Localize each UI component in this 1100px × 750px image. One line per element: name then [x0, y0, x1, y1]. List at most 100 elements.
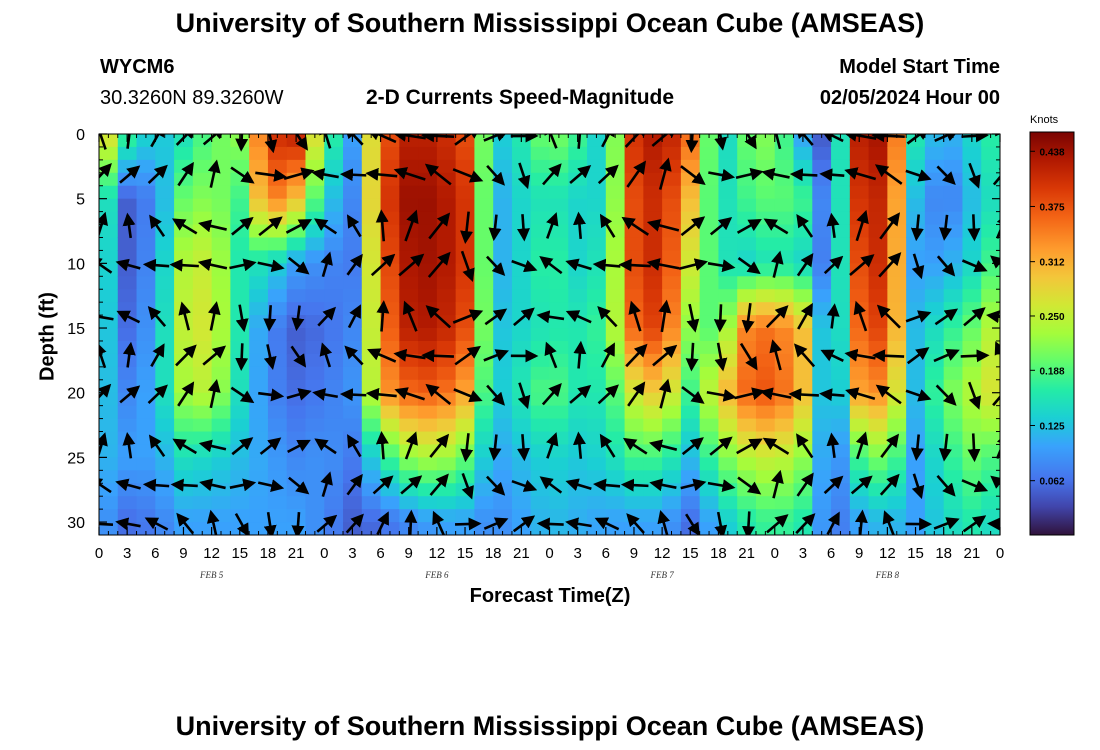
- heatmap-cell: [361, 315, 382, 329]
- x-axis-title: Forecast Time(Z): [469, 585, 631, 607]
- current-vector-arrow: [874, 164, 903, 185]
- heatmap-cell: [455, 405, 476, 420]
- heatmap-cell: [549, 146, 569, 161]
- heatmap-cell: [286, 457, 307, 471]
- heatmap-cell: [305, 237, 325, 252]
- current-vector-arrow: [658, 157, 672, 190]
- heatmap-cell: [831, 496, 851, 510]
- heatmap-cell: [136, 172, 156, 187]
- heatmap-cell: [849, 418, 870, 433]
- heatmap-cell: [755, 237, 776, 252]
- current-vector-arrow: [235, 343, 249, 372]
- current-vector-arrow: [845, 387, 876, 400]
- heatmap-cell: [981, 457, 1000, 471]
- current-vector-arrow: [967, 214, 981, 242]
- current-vector-arrow: [207, 159, 221, 188]
- heatmap-cell: [361, 470, 382, 484]
- heatmap-cell: [192, 289, 213, 303]
- heatmap-cell: [831, 457, 851, 471]
- heatmap-cell: [737, 405, 757, 420]
- heatmap-cell: [361, 431, 382, 446]
- current-vector-arrow: [707, 479, 736, 493]
- current-vector-arrow: [517, 434, 530, 462]
- heatmap-cell: [962, 340, 982, 355]
- heatmap-cell: [361, 405, 382, 420]
- heatmap-cell: [943, 328, 964, 342]
- heatmap-cell: [774, 185, 795, 200]
- heatmap-cell: [849, 146, 870, 161]
- heatmap-cell: [192, 418, 213, 433]
- heatmap-cell: [924, 470, 945, 484]
- heatmap-cell: [399, 431, 419, 446]
- heatmap-cell: [662, 172, 682, 187]
- heatmap-cell: [343, 263, 363, 277]
- heatmap-cell: [605, 431, 626, 446]
- heatmap-cell: [305, 276, 325, 290]
- heatmap-cell: [568, 405, 588, 420]
- heatmap-cell: [605, 496, 626, 510]
- heatmap-cell: [849, 405, 870, 420]
- y-tick-label: 5: [76, 192, 85, 209]
- heatmap-cell: [418, 340, 438, 355]
- heatmap-cell: [511, 366, 532, 381]
- heatmap-cell: [493, 405, 513, 420]
- heatmap-cell: [474, 159, 494, 174]
- current-vector-arrow: [427, 251, 451, 278]
- heatmap-cell: [643, 496, 663, 510]
- heatmap-cell: [774, 496, 795, 510]
- heatmap-cell: [924, 509, 945, 523]
- current-vector-arrow: [428, 212, 451, 240]
- heatmap-cell: [981, 405, 1000, 420]
- heatmap-cell: [493, 302, 513, 316]
- heatmap-cell: [906, 418, 926, 433]
- heatmap-cell: [605, 211, 626, 226]
- heatmap-cell: [249, 328, 269, 342]
- current-vector-arrow: [175, 344, 197, 367]
- current-vector-arrow: [122, 212, 136, 239]
- heatmap-cell: [643, 457, 663, 471]
- heatmap-cell: [174, 328, 194, 342]
- heatmap-cell: [605, 276, 626, 290]
- heatmap-cell: [774, 263, 795, 277]
- heatmap-cell: [530, 289, 551, 303]
- heatmap-cell: [549, 340, 569, 355]
- heatmap-cell: [211, 198, 231, 213]
- current-vector-arrow: [258, 216, 283, 237]
- heatmap-cell: [474, 496, 494, 510]
- heatmap-cell: [474, 405, 494, 420]
- heatmap-cell: [174, 276, 194, 290]
- speed-heatmap-chart: 0 5 10 15 20 25 30 0.438 0.375 0.312 0.250 0.188 0.…: [67, 127, 1075, 536]
- heatmap-cell: [230, 237, 250, 252]
- current-vector-arrow: [826, 432, 840, 459]
- heatmap-cell: [699, 185, 720, 200]
- heatmap-cell: [737, 159, 757, 174]
- current-vector-arrow: [198, 219, 227, 233]
- heatmap-cell: [774, 379, 795, 394]
- heatmap-cell: [117, 496, 138, 510]
- heatmap-cell: [267, 366, 288, 381]
- heatmap-cell: [662, 418, 682, 433]
- heatmap-cell: [136, 289, 156, 303]
- heatmap-cell: [699, 134, 720, 148]
- current-vector-arrow: [597, 384, 619, 405]
- heatmap-cell: [812, 522, 832, 535]
- heatmap-cell: [361, 353, 382, 368]
- heatmap-cell: [436, 379, 457, 394]
- heatmap-cell: [868, 146, 888, 161]
- heatmap-cell: [774, 366, 795, 381]
- heatmap-cell: [812, 431, 832, 446]
- heatmap-cell: [831, 237, 851, 252]
- heatmap-cell: [887, 302, 907, 316]
- heatmap-cell: [662, 457, 682, 471]
- heatmap-cell: [249, 276, 269, 290]
- heatmap-cell: [455, 185, 476, 200]
- heatmap-cell: [605, 302, 626, 316]
- heatmap-cell: [812, 509, 832, 523]
- heatmap-cell: [812, 315, 832, 329]
- heatmap-cell: [680, 496, 701, 510]
- heatmap-cell: [511, 198, 532, 213]
- current-vector-arrow: [202, 345, 227, 366]
- heatmap-cell: [831, 146, 851, 161]
- heatmap-cell: [511, 444, 532, 458]
- heatmap-cell: [755, 276, 776, 290]
